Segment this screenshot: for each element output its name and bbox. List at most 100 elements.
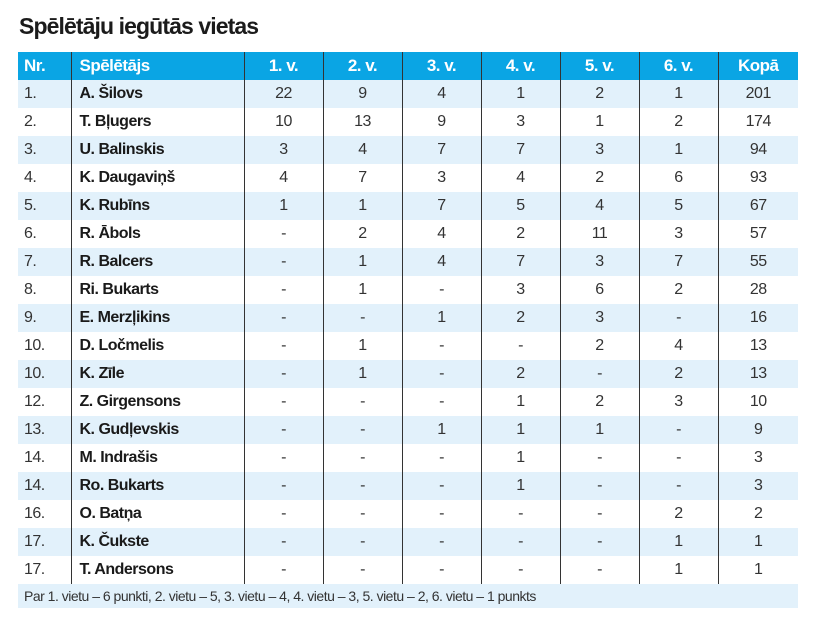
cell-col-nr: 6. xyxy=(24,225,37,242)
cell-col-6th: 2 xyxy=(638,500,718,528)
cell-col-6th: 1 xyxy=(638,80,718,108)
table-row: 9. E. Merzļikins - -1 2 3-16 xyxy=(18,304,798,332)
cell-col-5th: 2 xyxy=(559,164,639,192)
cell-col-4th: 2 xyxy=(480,360,560,388)
cell-col-2nd: - xyxy=(322,472,402,500)
cell-col-6th: - xyxy=(638,304,718,332)
cell-col-6th: 6 xyxy=(638,164,718,192)
cell-col-6th: 3 xyxy=(638,388,718,416)
header-col-nr: Nr. xyxy=(18,52,71,80)
cell-col-total: 3 xyxy=(717,444,798,472)
cell-col-nr: 3. xyxy=(18,136,71,164)
cell-col-2nd: 1 xyxy=(322,192,402,220)
cell-col-6th: 1 xyxy=(638,528,718,556)
header-col-3rd: 3. v. xyxy=(401,52,481,80)
table-row: 4. K. Daugaviņš 4 7 3 4 2 6 93 xyxy=(18,164,798,192)
cell-col-total: 13 xyxy=(717,332,798,360)
cell-col-1st: - xyxy=(243,360,323,388)
cell-col-1st: - xyxy=(243,556,323,584)
cell-col-6th: - xyxy=(638,472,718,500)
cell-col-3rd: - xyxy=(401,444,481,472)
cell-col-total: 13 xyxy=(717,360,798,388)
cell-col-5th: - xyxy=(559,500,639,528)
cell-col-5th: 1 xyxy=(559,108,639,136)
table-row: 14. Ro. Bukarts - - -1- -3 xyxy=(18,472,798,500)
cell-col-player: Ri. Bukarts xyxy=(70,276,244,304)
header-col-total: Kopā xyxy=(717,52,798,80)
cell-col-1st: 10 xyxy=(243,108,323,136)
cell-col-nr: 16. xyxy=(24,505,45,522)
cell-col-5th: - xyxy=(559,556,639,584)
cell-col-nr: 2. xyxy=(24,113,37,130)
cell-col-3rd: - xyxy=(401,332,481,360)
cell-col-4th: 1 xyxy=(480,472,560,500)
cell-col-3rd: 7 xyxy=(401,192,481,220)
table-row: 17. K. Čukste - - - - -1 1 xyxy=(18,528,798,556)
cell-col-total: 55 xyxy=(717,248,798,276)
cell-col-nr: 10. xyxy=(18,360,71,388)
cell-col-player: K. Zīle xyxy=(70,360,244,388)
table-row: 13. K. Gudļevskis - -1 1 1-9 xyxy=(18,416,798,444)
cell-col-3rd: 3 xyxy=(401,164,481,192)
cell-col-player: K. Rubīns xyxy=(70,192,244,220)
cell-col-total: 10 xyxy=(717,388,798,416)
cell-col-2nd: - xyxy=(322,556,402,584)
cell-col-4th: 2 xyxy=(480,304,560,332)
cell-col-1st: - xyxy=(243,500,323,528)
table-row: 7. R. Balcers -1 4 7 3 7 55 xyxy=(18,248,798,276)
cell-col-player: T. Andersons xyxy=(70,556,244,584)
cell-col-player: D. Ločmelis xyxy=(70,332,244,360)
cell-col-6th: 4 xyxy=(638,332,718,360)
cell-col-1st: 1 xyxy=(243,192,323,220)
cell-col-player: Z. Girgensons xyxy=(70,388,244,416)
cell-col-player: K. Gudļevskis xyxy=(70,416,244,444)
cell-col-nr: 1. xyxy=(18,80,71,108)
cell-col-1st: - xyxy=(243,388,323,416)
cell-col-player: U. Balinskis xyxy=(70,136,244,164)
cell-col-nr: 14. xyxy=(18,472,71,500)
cell-col-4th: 3 xyxy=(480,276,560,304)
cell-col-4th: 3 xyxy=(480,108,560,136)
standings-table: Nr. Spēlētājs 1. v. 2. v. 3. v. 4. v. 5. v. 6. … xyxy=(18,52,798,608)
cell-col-3rd: - xyxy=(401,276,481,304)
cell-col-3rd: 4 xyxy=(401,248,481,276)
cell-col-nr: 9. xyxy=(18,304,71,332)
cell-col-total: 201 xyxy=(717,80,798,108)
cell-col-total: 28 xyxy=(717,276,798,304)
cell-col-4th: - xyxy=(480,500,560,528)
table-row: 14. M. Indrašis - - -1- -3 xyxy=(18,444,798,472)
cell-col-nr: 14. xyxy=(24,449,45,466)
cell-col-nr: 8. xyxy=(24,281,37,298)
cell-col-2nd: 13 xyxy=(322,108,402,136)
cell-col-3rd: 4 xyxy=(401,80,481,108)
table-row: 10. K. Zīle -1-2-2 13 xyxy=(18,360,798,388)
table-row: 5. K. Rubīns 1 1 7 5 4 5 67 xyxy=(18,192,798,220)
cell-col-5th: - xyxy=(559,360,639,388)
cell-col-total: 1 xyxy=(717,556,798,584)
cell-col-4th: - xyxy=(480,556,560,584)
header-col-5th: 5. v. xyxy=(559,52,639,80)
cell-col-4th: - xyxy=(480,332,560,360)
cell-col-2nd: 2 xyxy=(322,220,402,248)
cell-col-player: R. Ābols xyxy=(70,220,244,248)
footnote-row: Par 1. vietu – 6 punkti, 2. vietu – 5, 3… xyxy=(18,584,798,608)
cell-col-total: 3 xyxy=(717,472,798,500)
cell-col-player: Ro. Bukarts xyxy=(70,472,244,500)
cell-col-nr: 4. xyxy=(24,169,37,186)
cell-col-2nd: 1 xyxy=(322,360,402,388)
cell-col-5th: 2 xyxy=(559,388,639,416)
cell-col-2nd: 1 xyxy=(322,332,402,360)
cell-col-5th: 1 xyxy=(559,416,639,444)
cell-col-nr: 13. xyxy=(18,416,71,444)
cell-col-4th: 5 xyxy=(480,192,560,220)
cell-col-3rd: - xyxy=(401,500,481,528)
cell-col-5th: 3 xyxy=(559,304,639,332)
cell-col-1st: - xyxy=(243,220,323,248)
table-row: 10. D. Ločmelis -1- -2 4 13 xyxy=(18,332,798,360)
cell-col-6th: - xyxy=(638,416,718,444)
cell-col-nr: 12. xyxy=(24,393,45,410)
cell-col-3rd: - xyxy=(401,528,481,556)
cell-col-6th: 5 xyxy=(638,192,718,220)
cell-col-1st: - xyxy=(243,444,323,472)
cell-col-3rd: - xyxy=(401,360,481,388)
